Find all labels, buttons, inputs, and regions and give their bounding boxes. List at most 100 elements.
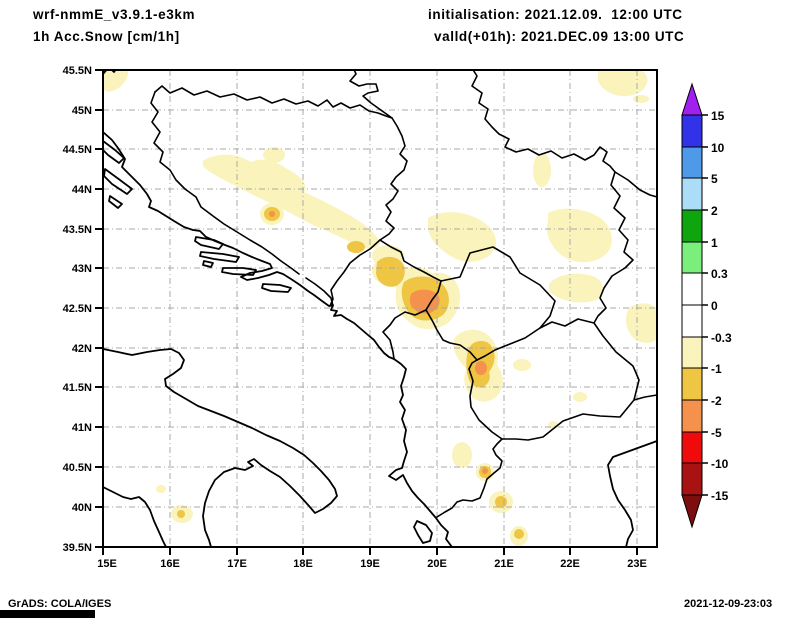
border-bosnia-montenegro (329, 239, 381, 307)
lon-tick-label: 15E (97, 558, 117, 570)
snow-patch-orange (410, 289, 440, 314)
lat-tick-label: 40N (72, 502, 92, 514)
country-borders (150, 70, 657, 518)
colorbar-overflow-high (681, 82, 703, 116)
border-serbia-macedonia (539, 318, 595, 329)
lon-tick-label: 21E (494, 558, 514, 570)
border-kosovo-north (440, 246, 556, 329)
colorbar-segment (681, 462, 703, 496)
lon-tick-label: 19E (360, 558, 380, 570)
colorbar-tick-label: 0 (711, 299, 718, 313)
island-korcula (221, 267, 257, 276)
island-kornati (108, 195, 123, 209)
snow-patch-gold (376, 256, 405, 287)
border-bosnia-serbia-drina (379, 117, 408, 241)
colorbar-tick-label: -15 (711, 489, 729, 503)
snow-patch-pale (598, 70, 648, 97)
lon-tick-label: 23E (627, 558, 647, 570)
border-bosnia-north-sava (154, 85, 393, 119)
coastlines (103, 70, 657, 547)
colorbar-segment (681, 272, 703, 306)
lat-tick-label: 43.5N (63, 224, 92, 236)
island-corfu (413, 520, 433, 544)
colorbar-ticks (702, 114, 708, 496)
snow-patch-pale (533, 153, 551, 187)
border-serbia-montenegro (379, 239, 442, 282)
snow-patch-gold (495, 496, 507, 508)
snow-patch-orange (482, 468, 488, 474)
lat-tick-label: 43N (72, 263, 92, 275)
lat-axis-labels: 45.5N 45N 44.5N 44N 43.5N 43N 42.5N 42N … (63, 65, 92, 554)
colorbar-tick-label: -10 (711, 457, 729, 471)
lat-tick-label: 42N (72, 343, 92, 355)
border-kosovo-albania (425, 309, 478, 361)
lon-tick-label: 22E (560, 558, 580, 570)
lat-tick-label: 41N (72, 422, 92, 434)
border-macedonia-greece (501, 399, 635, 441)
lon-tick-label: 17E (227, 558, 247, 570)
colorbar-tick-label: 5 (711, 172, 718, 186)
colorbar-segment (681, 367, 703, 401)
island-vis (202, 260, 214, 268)
snow-patch-gold (177, 510, 185, 518)
colorbar-labels: 15 10 5 2 1 0.3 0 -0.3 -1 -2 -5 -10 -15 (711, 109, 732, 503)
coastline-greece-aegean (607, 440, 657, 547)
colorbar-tick-label: 10 (711, 141, 725, 155)
colorbar-tick-label: -0.3 (711, 331, 732, 345)
coastline-italy-adriatic (103, 348, 338, 547)
border-montenegro-albania (382, 309, 427, 360)
border-albania-greece (436, 438, 503, 518)
snow-patch-pale (633, 95, 649, 103)
lon-tick-label: 18E (293, 558, 313, 570)
model-title: wrf-nmmE_v3.9.1-e3km (32, 7, 195, 22)
island-hvar (199, 251, 240, 263)
lon-axis-ticks (102, 547, 638, 555)
colorbar-tick-label: 0.3 (711, 267, 728, 281)
border-croatia-serbia-danube (349, 70, 393, 119)
border-kosovo-macedonia (476, 327, 541, 361)
bottom-edge-bar (0, 610, 95, 618)
island-pag (103, 140, 125, 164)
map-area (103, 70, 657, 547)
island-brac (194, 236, 224, 250)
lon-axis-labels: 15E 16E 17E 18E 19E 20E 21E 22E 23E (97, 558, 647, 570)
grads-credit: GrADS: COLA/IGES (8, 598, 111, 610)
border-macedonia-bulgaria (593, 322, 640, 401)
border-serbia-romania-danube (471, 70, 616, 173)
snow-patch-pale (203, 154, 380, 249)
lat-tick-label: 45.5N (63, 65, 92, 77)
snow-patch-pale (156, 485, 166, 493)
colorbar-tick-label: 1 (711, 236, 718, 250)
lat-tick-label: 45N (72, 105, 92, 117)
colorbar-segment (681, 399, 703, 433)
colorbar: 15 10 5 2 1 0.3 0 -0.3 -1 -2 -5 -10 -15 (681, 82, 732, 529)
snow-patch-pale (573, 392, 587, 402)
snow-patch-orange (475, 361, 487, 375)
snow-patch-pale (452, 442, 472, 468)
snow-patch-pale (625, 303, 657, 343)
snow-patch-gold (514, 529, 524, 539)
lat-tick-label: 44N (72, 184, 92, 196)
island-mljet (261, 283, 292, 293)
lat-tick-label: 44.5N (63, 144, 92, 156)
border-romania-bulgaria-danube (614, 171, 657, 198)
snow-patches-orange (269, 211, 488, 474)
colorbar-segment (681, 431, 703, 464)
colorbar-segment (681, 241, 703, 274)
valid-time-label: valld(+01h): 2021.DEC.09 13:00 UTC (434, 29, 684, 44)
snow-patch-gold (347, 241, 365, 253)
colorbar-tick-label: 2 (711, 204, 718, 218)
coastline-italy-tyrrhenian (103, 486, 167, 547)
colorbar-tick-label: -5 (711, 426, 722, 440)
colorbar-tick-label: -1 (711, 362, 722, 376)
generation-timestamp: 2021-12-09-23:03 (684, 598, 772, 610)
snow-patch-pale (428, 212, 497, 262)
snow-patch-pale (546, 208, 612, 263)
product-title: 1h Acc.Snow [cm/1h] (33, 29, 180, 44)
colorbar-segment (681, 304, 703, 338)
colorbar-segment (681, 336, 703, 369)
snow-patch-pale (263, 147, 285, 163)
snow-patch-pale (549, 273, 604, 303)
